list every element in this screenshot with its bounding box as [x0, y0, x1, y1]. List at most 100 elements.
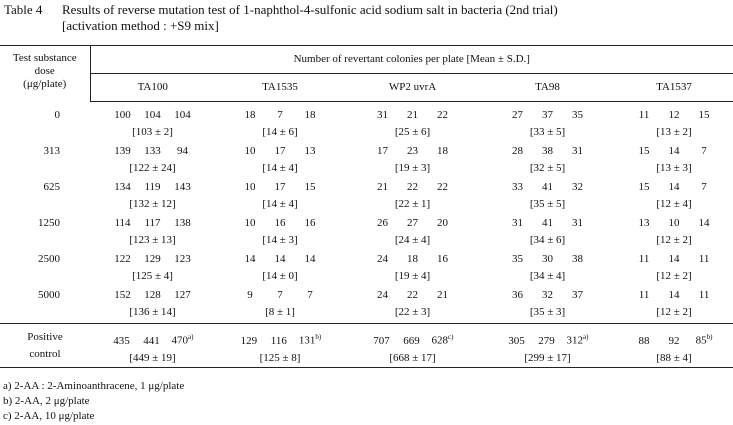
- mean-sd: [125 ± 4]: [132, 270, 173, 282]
- count: 131b): [298, 333, 322, 347]
- mean-sd: [14 ± 3]: [262, 234, 298, 246]
- cell: 114 117 138 [123 ± 13]: [90, 215, 215, 251]
- count: 7: [277, 289, 283, 301]
- mean-sd: [13 ± 3]: [656, 162, 692, 174]
- count: 92: [668, 334, 680, 347]
- count: 24: [377, 253, 388, 265]
- counts: 10 17 15: [215, 179, 345, 196]
- dose-header-line: (μg/plate): [23, 78, 67, 90]
- cell: 26 27 20 [24 ± 4]: [345, 215, 480, 251]
- count: 22: [437, 181, 448, 193]
- mean-sd: [19 ± 3]: [394, 162, 431, 174]
- cell: 31 21 22 [25 ± 6]: [345, 102, 480, 144]
- count: 22: [407, 289, 418, 301]
- counts: 100 104 104: [90, 107, 215, 124]
- mean-sd: [132 ± 12]: [129, 198, 176, 210]
- count: 18: [407, 253, 418, 265]
- count: 7: [307, 289, 313, 301]
- count: 11: [638, 253, 650, 265]
- count: 100: [114, 109, 131, 121]
- count: 707: [373, 334, 390, 347]
- count: 14: [668, 181, 680, 193]
- cell: 10 17 15 [14 ± 4]: [215, 179, 345, 215]
- cell: 15 14 7 [12 ± 4]: [615, 179, 733, 215]
- cell: 11 14 11 [12 ± 2]: [615, 251, 733, 287]
- dose: 1250: [38, 217, 60, 229]
- mean-sd: [14 ± 0]: [262, 270, 298, 282]
- count: 117: [144, 217, 161, 229]
- counts: 35 30 38: [480, 251, 615, 268]
- count: 15: [638, 181, 650, 193]
- count: 7: [277, 109, 283, 121]
- cell: 28 38 31 [32 ± 5]: [480, 143, 615, 179]
- cell: 24 18 16 [19 ± 4]: [345, 251, 480, 287]
- count: 30: [542, 253, 553, 265]
- count: 312a): [566, 333, 589, 347]
- group-header: Number of revertant colonies per plate […: [90, 45, 733, 74]
- count: 14: [304, 253, 316, 265]
- strain-row: TA100 TA1535 WP2 uvrA TA98 TA1537: [0, 73, 733, 102]
- cell: 10 16 16 [14 ± 3]: [215, 215, 345, 251]
- counts: 10 17 13: [215, 143, 345, 160]
- count: 9: [247, 289, 253, 301]
- count: 36: [512, 289, 523, 301]
- strain-header: TA1537: [615, 73, 733, 102]
- count: 14: [668, 253, 680, 265]
- counts: 9 7 7: [215, 287, 345, 304]
- count: 88: [638, 334, 650, 347]
- dose: 313: [43, 145, 61, 157]
- data-row: 1250 114 117 138 [123 ± 13] 10 16 16 [14 ± 3] 26 2…: [0, 215, 733, 251]
- count: 279: [538, 334, 555, 347]
- count: 18: [244, 109, 256, 121]
- results-table: Test substance dose (μg/plate) Number of re…: [0, 45, 733, 368]
- counts: 21 22 22: [345, 179, 480, 196]
- count: 11: [638, 109, 650, 121]
- count: 119: [144, 181, 161, 193]
- mean-sd: [12 ± 2]: [656, 270, 692, 282]
- dose: 0: [54, 108, 61, 121]
- count: 114: [114, 217, 131, 229]
- count: 28: [512, 145, 523, 157]
- count: 16: [274, 217, 286, 229]
- count: 17: [274, 145, 286, 157]
- count: 7: [701, 145, 707, 157]
- count: 37: [542, 109, 553, 121]
- cell: 100 104 104 [103 ± 2]: [90, 102, 215, 144]
- cell: 14 14 14 [14 ± 0]: [215, 251, 345, 287]
- cell: 88 92 85b) [88 ± 4]: [615, 323, 733, 368]
- count: 11: [698, 289, 710, 301]
- positive-label-line: Positive: [27, 331, 63, 343]
- count: 32: [542, 289, 553, 301]
- cell: 27 37 35 [33 ± 5]: [480, 102, 615, 144]
- cell: 31 41 31 [34 ± 6]: [480, 215, 615, 251]
- count: 14: [274, 253, 286, 265]
- counts: 24 18 16: [345, 251, 480, 268]
- footnote-ref: a): [583, 333, 589, 341]
- mean-sd: [34 ± 6]: [529, 234, 566, 246]
- count: 7: [701, 181, 707, 193]
- mean-sd: [19 ± 4]: [394, 270, 431, 282]
- positive-label-line: control: [29, 348, 61, 360]
- count: 21: [407, 109, 418, 121]
- footnote-ref: a): [188, 333, 194, 341]
- cell: 17 23 18 [19 ± 3]: [345, 143, 480, 179]
- data-row: 2500 122 129 123 [125 ± 4] 14 14 14 [14 ± 0] 24 18…: [0, 251, 733, 287]
- mean-sd: [13 ± 2]: [656, 126, 692, 138]
- count: 305: [508, 334, 525, 347]
- count: 33: [512, 181, 523, 193]
- dose: 625: [43, 181, 61, 193]
- counts: 134 119 143: [90, 179, 215, 196]
- mean-sd: [24 ± 4]: [394, 234, 431, 246]
- count: 17: [377, 145, 388, 157]
- mean-sd: [32 ± 5]: [529, 162, 566, 174]
- strain-header: TA1535: [215, 73, 345, 102]
- data-row: 0 100 104 104 [103 ± 2] 18 7 18 [14 ± 6] 31 21 22 [2…: [0, 102, 733, 144]
- count: 11: [698, 253, 710, 265]
- mean-sd: [14 ± 6]: [262, 126, 298, 138]
- counts: 27 37 35: [480, 107, 615, 124]
- cell: 15 14 7 [13 ± 3]: [615, 143, 733, 179]
- counts: 24 22 21: [345, 287, 480, 304]
- count: 38: [572, 253, 583, 265]
- counts: 707 669 628c): [345, 329, 480, 350]
- mean-sd: [668 ± 17]: [389, 351, 436, 364]
